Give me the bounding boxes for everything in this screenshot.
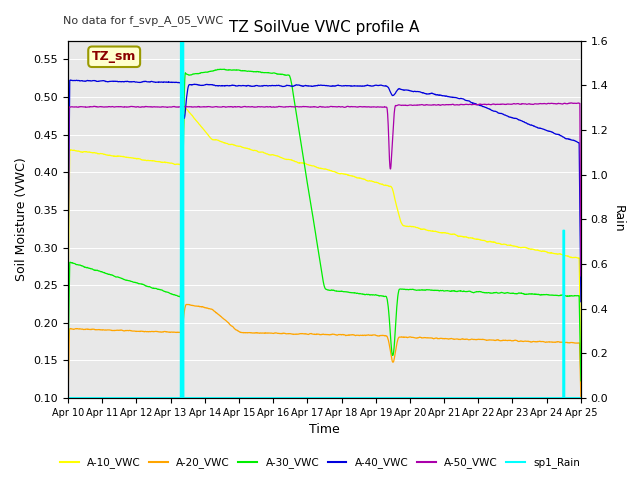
Title: TZ SoilVue VWC profile A: TZ SoilVue VWC profile A xyxy=(229,20,420,36)
Y-axis label: Rain: Rain xyxy=(612,205,625,233)
X-axis label: Time: Time xyxy=(309,423,340,436)
Legend: A-10_VWC, A-20_VWC, A-30_VWC, A-40_VWC, A-50_VWC, sp1_Rain: A-10_VWC, A-20_VWC, A-30_VWC, A-40_VWC, … xyxy=(56,453,584,472)
Text: TZ_sm: TZ_sm xyxy=(92,50,136,63)
Text: No data for f_svp_A_05_VWC: No data for f_svp_A_05_VWC xyxy=(63,15,223,26)
Y-axis label: Soil Moisture (VWC): Soil Moisture (VWC) xyxy=(15,157,28,281)
